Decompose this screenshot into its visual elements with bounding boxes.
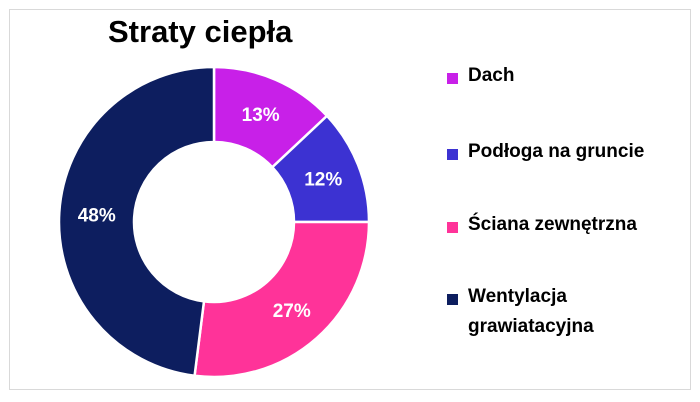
chart-title: Straty ciepła — [108, 14, 293, 49]
legend-item-2: Podłoga na gruncie — [447, 141, 678, 167]
legend-swatch — [447, 222, 458, 233]
legend-item-1: Dach — [447, 65, 678, 91]
legend-swatch — [447, 149, 458, 160]
legend-item-3: Ściana zewnętrzna — [447, 214, 678, 240]
legend-swatch — [447, 294, 458, 305]
legend-label: Wentylacja grawiatacyjna — [468, 286, 594, 337]
donut-slice-3 — [193, 220, 371, 379]
donut-slices — [57, 65, 371, 379]
slice-label-2: 12% — [304, 170, 342, 191]
slice-label-3: 27% — [273, 301, 311, 322]
donut-slice-labels: 13% 12% 27% 48% — [78, 105, 343, 322]
donut-slice-4 — [57, 65, 216, 378]
legend-label: Dach — [468, 65, 515, 86]
legend-label: Podłoga na gruncie — [468, 141, 645, 162]
slice-label-4: 48% — [78, 206, 116, 227]
legend-item-4: Wentylacja grawiatacyjna — [447, 286, 678, 342]
legend-label: Ściana zewnętrzna — [468, 214, 637, 235]
slice-label-1: 13% — [242, 105, 280, 126]
legend-swatch — [447, 73, 458, 84]
